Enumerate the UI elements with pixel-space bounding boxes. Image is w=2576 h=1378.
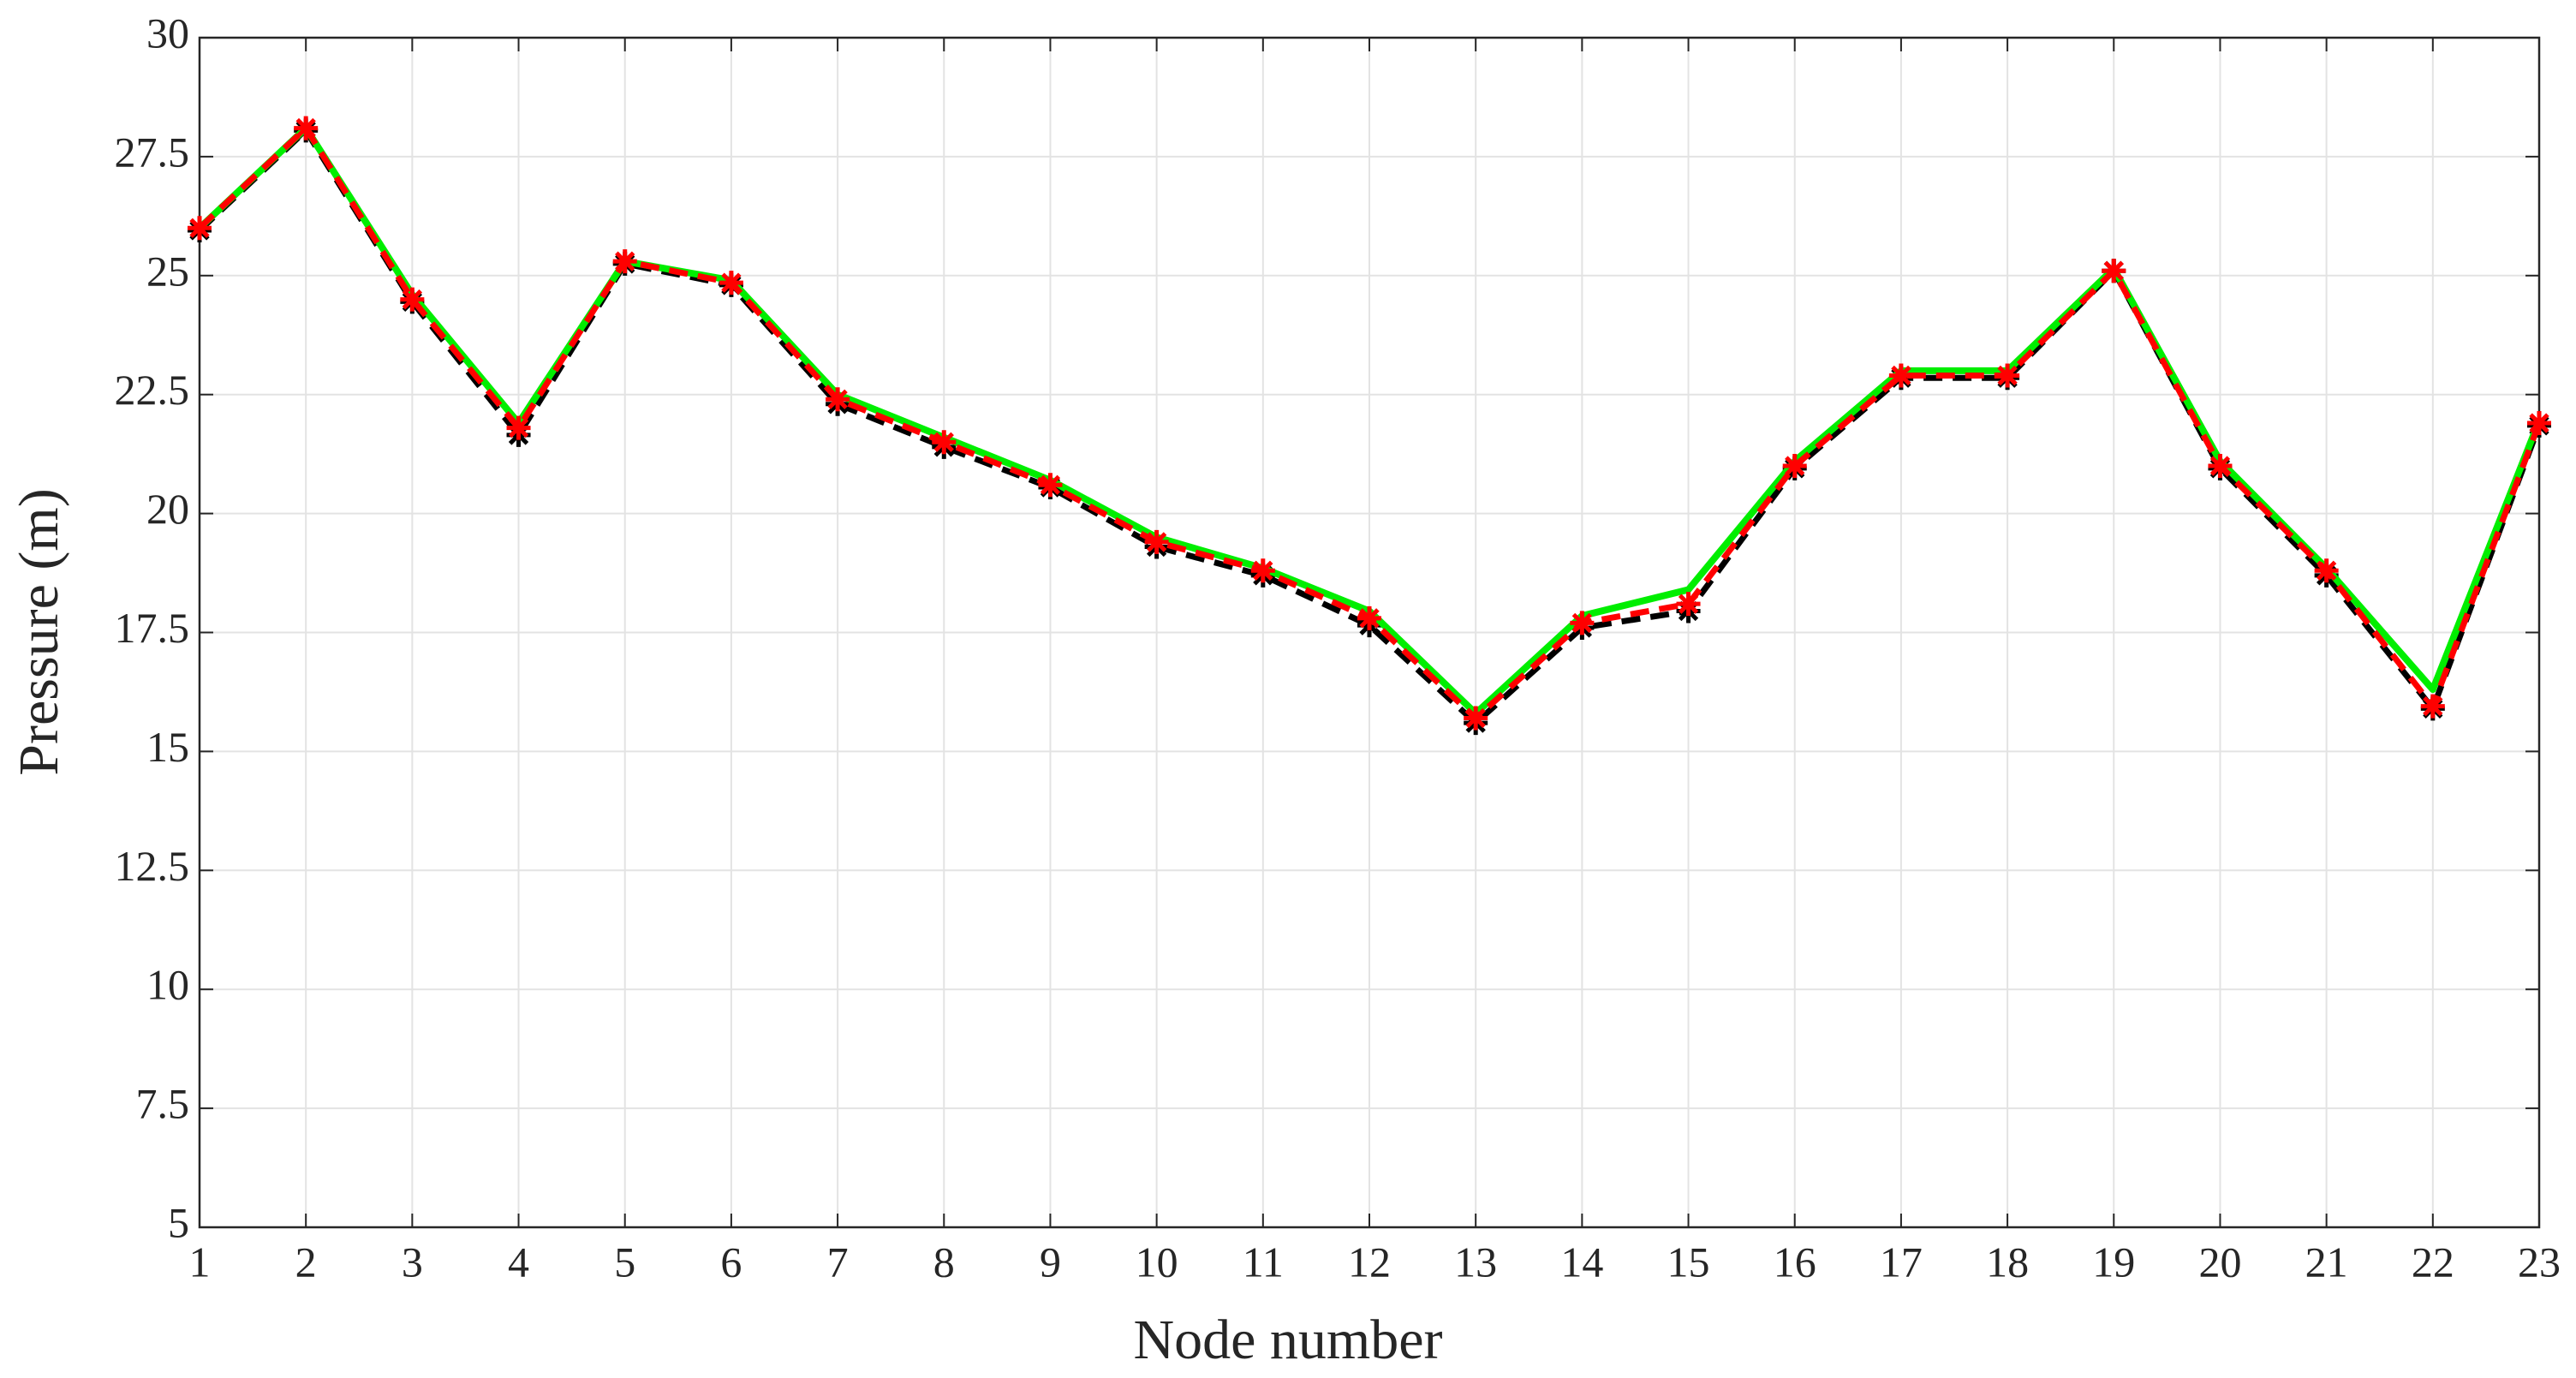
x-tick-label: 9 (1040, 1238, 1061, 1286)
x-axis-label: Node number (1133, 1309, 1442, 1371)
x-tick-label: 17 (1880, 1238, 1923, 1286)
x-tick-label: 10 (1136, 1238, 1178, 1286)
marker (1464, 706, 1488, 731)
x-tick-label: 11 (1243, 1238, 1284, 1286)
x-tick-label: 16 (1774, 1238, 1816, 1286)
marker (1676, 592, 1701, 617)
marker (1250, 558, 1275, 583)
y-tick-label: 17.5 (115, 604, 190, 652)
y-tick-label: 25 (146, 247, 189, 295)
x-tick-label: 1 (189, 1238, 211, 1286)
marker (400, 287, 425, 312)
marker (1888, 363, 1913, 388)
x-tick-label: 3 (402, 1238, 423, 1286)
x-tick-label: 6 (720, 1238, 742, 1286)
x-tick-label: 19 (2092, 1238, 2135, 1286)
x-tick-label: 4 (508, 1238, 529, 1286)
y-tick-label: 5 (168, 1198, 189, 1246)
y-tick-label: 27.5 (115, 128, 190, 176)
marker (1782, 454, 1807, 479)
x-tick-label: 12 (1348, 1238, 1391, 1286)
marker (2527, 411, 2551, 436)
marker (1995, 363, 2020, 388)
marker (826, 387, 850, 412)
marker (188, 216, 212, 241)
y-tick-label: 15 (146, 723, 189, 771)
marker (1038, 473, 1063, 498)
marker (294, 116, 319, 140)
y-axis-label: Pressure (m) (8, 488, 70, 775)
y-tick-label: 10 (146, 961, 189, 1009)
x-tick-label: 13 (1454, 1238, 1497, 1286)
marker (2208, 454, 2233, 479)
x-tick-label: 14 (1560, 1238, 1603, 1286)
x-tick-label: 15 (1667, 1238, 1710, 1286)
marker (2102, 259, 2126, 283)
x-tick-label: 21 (2305, 1238, 2348, 1286)
y-tick-label: 22.5 (115, 366, 190, 414)
marker (719, 271, 743, 295)
x-tick-label: 22 (2412, 1238, 2454, 1286)
marker (2314, 558, 2339, 583)
x-tick-label: 7 (827, 1238, 849, 1286)
y-tick-label: 7.5 (136, 1080, 190, 1128)
x-tick-label: 8 (933, 1238, 955, 1286)
plot-frame (198, 36, 2541, 1229)
x-tick-label: 23 (2518, 1238, 2561, 1286)
marker (2420, 694, 2445, 719)
marker (932, 430, 957, 455)
x-tick-label: 20 (2198, 1238, 2241, 1286)
marker (506, 415, 531, 440)
x-tick-label: 18 (1986, 1238, 2029, 1286)
marker (612, 249, 637, 274)
y-tick-label: 12.5 (115, 842, 190, 890)
marker (1144, 529, 1169, 554)
y-tick-label: 20 (146, 485, 189, 533)
marker (1357, 605, 1381, 630)
x-tick-label: 5 (614, 1238, 635, 1286)
y-tick-label: 30 (146, 9, 189, 57)
marker (1570, 611, 1595, 635)
x-tick-label: 2 (295, 1238, 317, 1286)
